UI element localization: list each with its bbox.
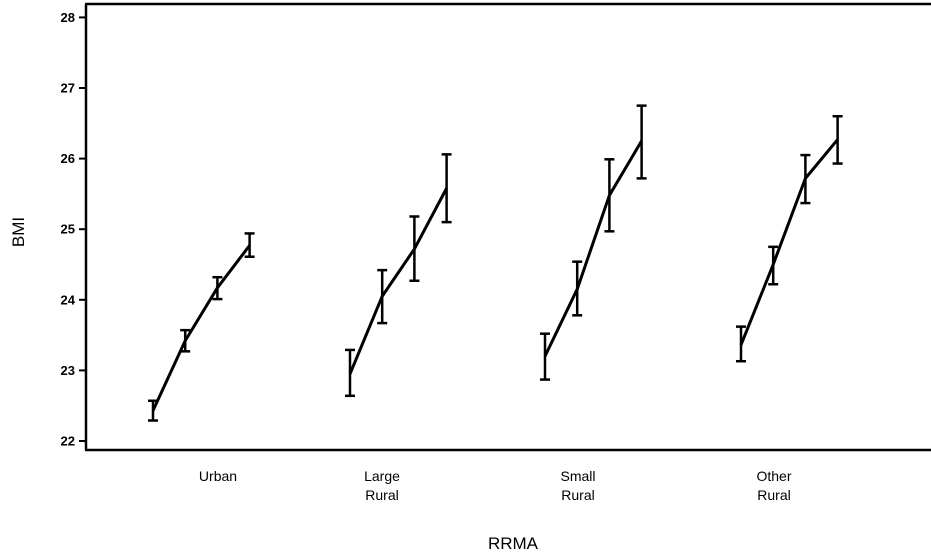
series-line (739, 138, 839, 346)
plot-area (148, 104, 843, 422)
series-line (348, 187, 448, 375)
x-axis: Urban Large Rural Small Rural Other Rural (199, 468, 792, 503)
x-category-label: Small (560, 468, 595, 484)
y-tick-label: 25 (61, 222, 75, 237)
x-category-label: Other (756, 468, 791, 484)
y-tick-label: 24 (61, 292, 76, 307)
y-tick-label: 27 (61, 81, 75, 96)
y-tick-label: 26 (61, 151, 75, 166)
x-category-label: Rural (757, 487, 790, 503)
x-axis-title: RRMA (488, 534, 539, 553)
x-category-label: Large (364, 468, 400, 484)
y-tick-label: 28 (61, 10, 75, 25)
y-axis: 22 23 24 25 26 27 28 (61, 10, 86, 449)
x-category-label: Urban (199, 468, 237, 484)
y-tick-label: 23 (61, 363, 75, 378)
x-category-label: Rural (365, 487, 398, 503)
x-category-label: Rural (561, 487, 594, 503)
series-line (543, 140, 643, 357)
y-tick-label: 22 (61, 434, 75, 449)
y-axis-title: BMI (9, 217, 28, 247)
plot-frame (84, 2, 931, 452)
series-line (151, 244, 251, 412)
